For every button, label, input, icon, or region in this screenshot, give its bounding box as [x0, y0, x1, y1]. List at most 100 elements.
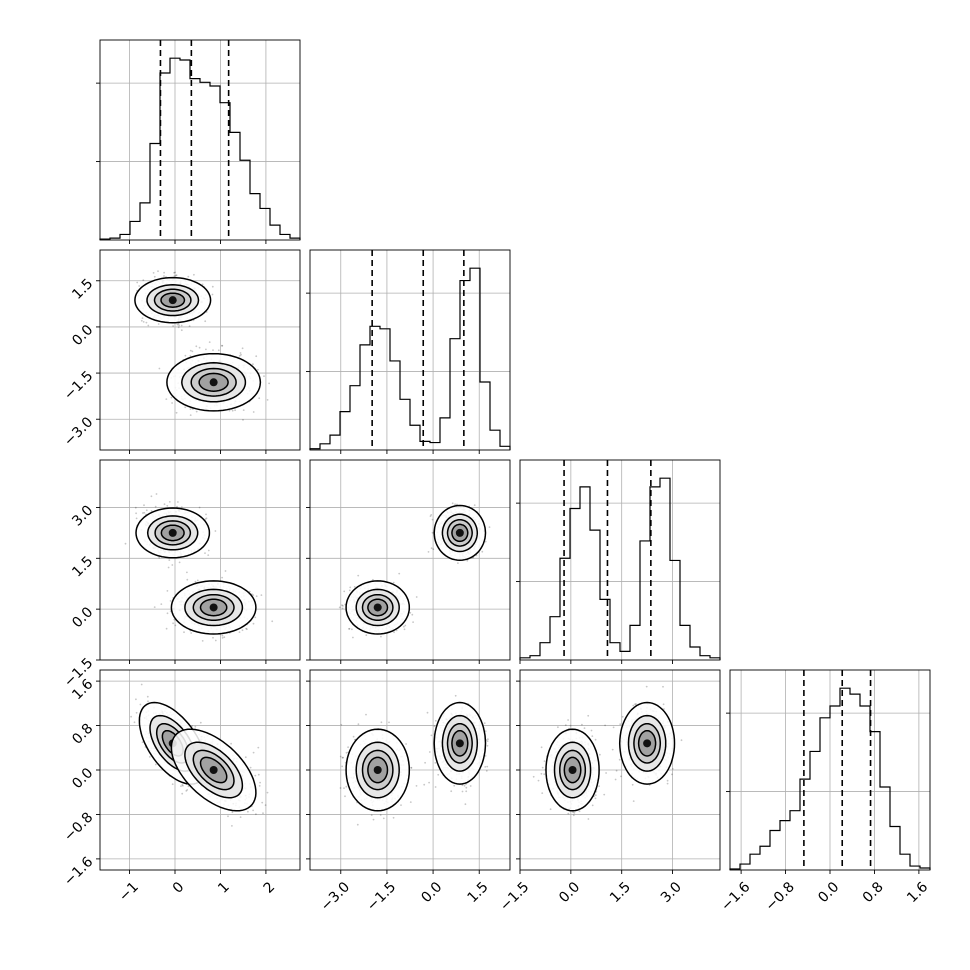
- density-peak: [168, 528, 177, 537]
- sample-point: [189, 355, 192, 357]
- sample-point: [352, 636, 354, 639]
- sample-point: [171, 564, 174, 566]
- sample-point: [431, 531, 434, 534]
- sample-point: [154, 763, 157, 766]
- sample-point: [174, 274, 177, 277]
- panel-frame: [99, 249, 301, 451]
- sample-point: [186, 571, 188, 574]
- sample-point: [184, 354, 187, 357]
- sample-point: [182, 784, 184, 787]
- sample-point: [255, 355, 258, 358]
- sample-point: [430, 547, 433, 550]
- sample-point: [342, 605, 344, 607]
- contour-line: [160, 292, 186, 308]
- sample-point: [157, 270, 159, 273]
- sample-point: [398, 572, 401, 575]
- contour-line: [199, 598, 228, 617]
- sample-point: [252, 363, 254, 366]
- sample-point: [248, 590, 251, 593]
- sample-point: [224, 570, 227, 572]
- histogram-step: [729, 687, 931, 870]
- sample-point: [181, 792, 184, 795]
- sample-point: [142, 512, 144, 514]
- sample-point: [180, 324, 183, 327]
- sample-point: [205, 517, 208, 520]
- contour-line: [451, 523, 469, 543]
- sample-point: [147, 324, 150, 327]
- sample-point: [353, 586, 356, 588]
- sample-point: [217, 349, 220, 352]
- sample-point: [173, 271, 176, 274]
- sample-point: [180, 329, 183, 332]
- sample-point: [221, 344, 224, 347]
- contour-line: [170, 580, 257, 635]
- contour-line: [135, 507, 211, 559]
- sample-point: [221, 344, 223, 347]
- sample-point: [201, 640, 204, 642]
- density-peak: [455, 528, 464, 537]
- sample-point: [238, 631, 241, 633]
- sample-point: [191, 725, 194, 727]
- contour-line: [153, 288, 192, 312]
- sample-point: [158, 367, 161, 370]
- sample-point: [140, 683, 143, 686]
- sample-point: [234, 409, 237, 412]
- sample-point: [189, 414, 192, 416]
- sample-point: [124, 542, 127, 545]
- panel-frame: [99, 39, 301, 241]
- sample-point: [221, 576, 224, 579]
- sample-point: [172, 622, 175, 625]
- panel-content: [100, 670, 300, 870]
- sample-point: [231, 409, 234, 412]
- sample-point: [195, 410, 198, 413]
- contour-line: [146, 515, 199, 551]
- contour-line: [190, 367, 237, 397]
- density-panel-2-1: [96, 249, 301, 454]
- contour-line: [345, 580, 411, 635]
- contour-line: [160, 524, 185, 542]
- sample-point: [186, 578, 189, 581]
- sample-point: [246, 628, 248, 631]
- panel-content: [100, 250, 300, 450]
- sample-point: [188, 325, 191, 327]
- contour-line: [446, 518, 473, 547]
- sample-point: [415, 596, 418, 598]
- contour-line: [441, 513, 479, 553]
- histogram-step: [519, 477, 721, 660]
- sample-point: [153, 606, 156, 608]
- sample-point: [186, 789, 189, 791]
- sample-point: [189, 349, 192, 352]
- sample-point: [427, 551, 430, 553]
- sample-point: [148, 756, 151, 758]
- sample-point: [141, 317, 144, 319]
- sample-point: [395, 629, 398, 632]
- histogram-panel-3: [516, 459, 721, 664]
- sample-point: [351, 628, 353, 631]
- sample-point: [195, 345, 198, 348]
- sample-point: [168, 559, 171, 561]
- contour-line: [181, 362, 247, 403]
- sample-point: [168, 501, 171, 503]
- sample-point: [145, 321, 148, 324]
- sample-point: [380, 635, 382, 638]
- sample-point: [271, 620, 274, 623]
- sample-point: [130, 715, 133, 718]
- sample-point: [174, 271, 177, 274]
- sample-point: [147, 700, 149, 703]
- sample-point: [157, 323, 160, 325]
- sample-point: [228, 409, 231, 412]
- density-panel-4-1: [96, 669, 301, 874]
- sample-point: [193, 273, 195, 276]
- sample-point: [174, 624, 177, 627]
- sample-point: [214, 530, 217, 532]
- sample-point: [403, 628, 406, 631]
- sample-point: [140, 319, 143, 322]
- sample-point: [175, 274, 178, 277]
- sample-point: [143, 511, 146, 514]
- sample-point: [134, 506, 137, 509]
- sample-point: [142, 279, 145, 281]
- density-peak: [373, 603, 382, 612]
- contour-line: [433, 504, 487, 562]
- sample-point: [260, 594, 263, 596]
